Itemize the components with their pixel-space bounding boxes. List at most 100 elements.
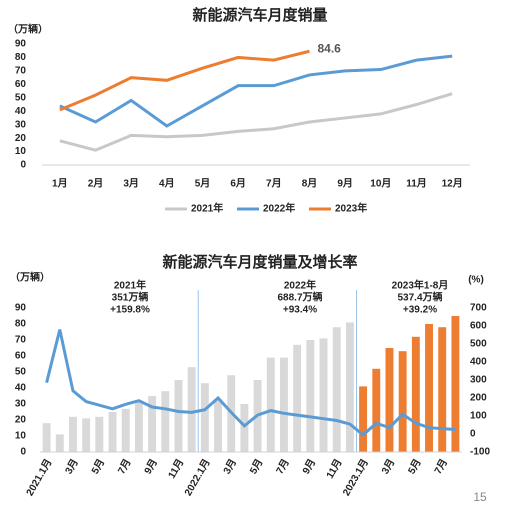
legend-label: 2022年: [263, 202, 295, 215]
x-tick-label: 9月: [337, 178, 353, 190]
x-tick-label: 7月: [266, 178, 282, 190]
x-tick-label: 11月: [324, 457, 345, 481]
x-tick-label: 5月: [247, 457, 265, 476]
y2-tick-label: 200: [470, 393, 487, 404]
y-tick-label: 30: [15, 399, 27, 410]
bar: [187, 367, 196, 452]
annotation: +159.8%: [110, 305, 150, 316]
y2-tick-label: 600: [470, 321, 487, 332]
y2-tick-label: 300: [470, 375, 487, 386]
bar: [411, 336, 420, 452]
annotation: 688.7万辆: [277, 291, 322, 304]
chart-title: 新能源汽车月度销量: [192, 6, 327, 24]
line-series: [59, 92, 453, 152]
x-tick-label: 7月: [274, 457, 292, 476]
x-tick-label: 3月: [221, 457, 239, 476]
y-tick-label: 90: [15, 303, 27, 314]
y-tick-label: 40: [15, 106, 27, 117]
y-tick-label: 70: [15, 66, 27, 77]
legend-label: 2023年: [335, 202, 367, 215]
bar: [214, 399, 222, 452]
growth-line: [45, 329, 456, 437]
bar: [359, 386, 368, 452]
y-tick-label: 20: [15, 133, 27, 144]
bar: [69, 416, 77, 452]
x-tick-label: 3月: [63, 457, 81, 476]
y-tick-label: 10: [15, 146, 27, 157]
x-tick-label: 3月: [123, 178, 139, 190]
bar: [148, 396, 157, 452]
annotation: 351万辆: [112, 291, 149, 304]
bar: [266, 357, 275, 452]
y-tick-label: 0: [20, 447, 26, 458]
bar: [385, 348, 394, 452]
bar: [438, 327, 447, 452]
y-tick-label: 20: [15, 415, 27, 426]
bar: [451, 316, 460, 452]
bar: [345, 322, 354, 452]
annotation: +39.2%: [403, 305, 437, 316]
y-tick-label: 80: [15, 319, 27, 330]
line-series: [59, 54, 453, 128]
bar: [425, 324, 433, 452]
x-tick-label: 7月: [432, 457, 450, 476]
line-series: [59, 49, 310, 112]
x-tick-label: 11月: [406, 178, 427, 190]
x-tick-label: 2月: [88, 178, 104, 190]
x-tick-label: 2021.1月: [24, 457, 55, 498]
y-axis-label: （万辆）: [8, 23, 48, 36]
bar: [134, 400, 143, 452]
bar: [108, 412, 117, 452]
legend-label: 2021年: [191, 202, 223, 215]
y2-tick-label: 400: [470, 357, 487, 368]
bar: [332, 327, 341, 452]
x-tick-label: 9月: [300, 457, 318, 476]
y-tick-label: 90: [15, 39, 27, 50]
y2-axis-label: (%): [468, 275, 484, 286]
bar: [240, 404, 249, 452]
x-tick-label: 5月: [406, 457, 424, 476]
y-tick-label: 60: [15, 79, 27, 90]
x-tick-label: 10月: [370, 178, 391, 190]
y2-tick-label: 100: [470, 411, 487, 422]
bar: [200, 383, 209, 452]
y2-tick-label: 0: [470, 429, 476, 440]
bar: [42, 423, 51, 452]
bar: [161, 391, 170, 452]
x-tick-label: 9月: [142, 457, 160, 476]
annotation: 2023年1-8月: [392, 279, 449, 292]
bar: [372, 368, 381, 452]
y-tick-label: 70: [15, 335, 27, 346]
bar: [293, 344, 302, 452]
y-tick-label: 10: [15, 431, 27, 442]
page-number: 15: [473, 490, 487, 504]
annotation: 537.4万辆: [397, 291, 442, 304]
x-tick-label: 5月: [89, 457, 107, 476]
bar: [319, 338, 328, 452]
x-tick-label: 1月: [52, 178, 68, 190]
y-tick-label: 80: [15, 52, 27, 63]
x-tick-label: 8月: [302, 178, 318, 190]
x-tick-label: 2023.1月: [340, 457, 371, 498]
y-tick-label: 0: [20, 160, 26, 171]
bar: [398, 351, 407, 452]
y-tick-label: 50: [15, 367, 27, 378]
bar: [55, 434, 64, 452]
x-tick-label: 4月: [159, 178, 175, 190]
x-tick-label: 3月: [379, 457, 397, 476]
bar: [280, 357, 288, 452]
y2-tick-label: 700: [470, 303, 487, 314]
y-tick-label: 60: [15, 351, 27, 362]
x-tick-label: 5月: [195, 178, 211, 190]
bar: [306, 340, 315, 452]
y-axis-label: （万辆）: [10, 271, 50, 284]
annotation: +93.4%: [283, 305, 317, 316]
y-tick-label: 30: [15, 119, 27, 130]
bar: [95, 416, 104, 452]
y-tick-label: 40: [15, 383, 27, 394]
y2-tick-label: 500: [470, 339, 487, 350]
x-tick-label: 11月: [166, 457, 187, 481]
bar: [121, 408, 130, 452]
bar: [82, 418, 91, 452]
